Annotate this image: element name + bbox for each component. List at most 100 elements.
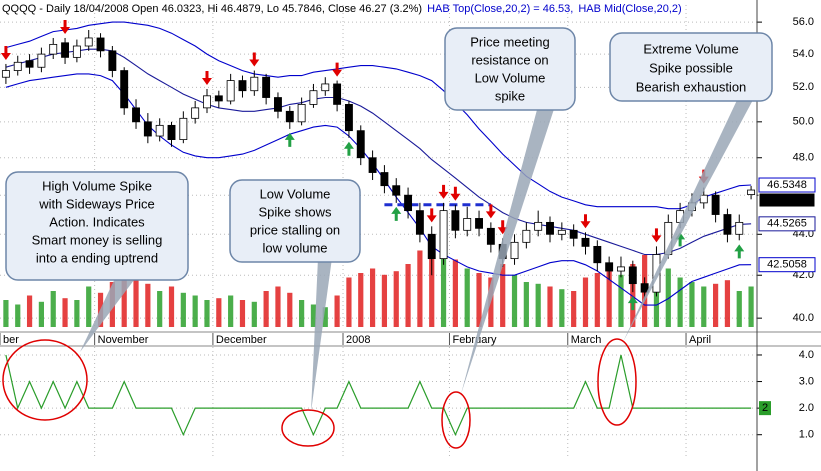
x-tick-label: April (689, 334, 711, 346)
volume-bar (452, 259, 458, 327)
candle-body (321, 83, 330, 92)
candle-body (155, 124, 164, 137)
candle-body (309, 90, 318, 105)
candle-body (475, 218, 483, 229)
buy-arrow (627, 296, 638, 311)
volume-bar (381, 274, 388, 327)
header-part: HAB Top(Close,20,2) = 46.53, (427, 3, 573, 15)
y-tick-label: 4.0 (799, 349, 814, 361)
sell-arrow (651, 228, 662, 243)
candle-body (569, 229, 578, 239)
candle-body (404, 194, 413, 212)
y-tick-label: 54.0 (793, 48, 814, 60)
x-tick-label: November (98, 334, 149, 346)
last-value-label: 46.27 (773, 194, 801, 206)
callout-tail (80, 272, 140, 352)
callout-text: Bearish exhaustion (636, 79, 747, 94)
y-tick-label: 3.0 (799, 375, 814, 387)
candle-body (120, 70, 129, 109)
candle-body (368, 157, 377, 173)
volume-bar (74, 300, 80, 327)
candle-body (262, 76, 271, 98)
candle-body (427, 233, 436, 260)
value-box (759, 401, 771, 416)
candle-body (132, 107, 140, 123)
candle-body (534, 221, 543, 231)
last-value-label: 44.5265 (767, 218, 807, 230)
candle-body (167, 124, 176, 141)
candle-body (297, 104, 306, 123)
callout-text: price stalling on (250, 222, 340, 237)
callout-text: into a ending uptrend (36, 250, 158, 265)
volume-bar (15, 304, 21, 327)
sell-arrow (249, 52, 260, 67)
y-tick-label: 52.0 (793, 81, 814, 93)
volume-bar (535, 283, 541, 327)
y-tick-label: 48.0 (793, 152, 814, 164)
volume-bar (665, 268, 671, 327)
volume-bar (736, 291, 742, 327)
callout-text: spike (495, 88, 525, 103)
indicator-line (5, 354, 752, 437)
sell-arrow (438, 184, 449, 199)
last-value-label: 46.5348 (767, 179, 807, 191)
band-line (5, 73, 752, 306)
candle-body (747, 189, 756, 195)
volume-bar (429, 241, 435, 327)
callout-tail (623, 98, 754, 342)
y-tick-label: 56.0 (793, 16, 814, 28)
volume-bar (630, 264, 636, 327)
candle-body (605, 262, 614, 272)
header-part: HAB Mid(Close,20,2) (578, 3, 681, 15)
volume-bar (523, 282, 529, 327)
volume-bar (287, 292, 293, 327)
volume-bar (748, 286, 754, 327)
candle-body (143, 121, 152, 137)
candle-body (699, 194, 708, 204)
candle-body (380, 172, 389, 187)
volume-bar (358, 273, 364, 327)
volume-bar (464, 268, 470, 327)
volume-bar (216, 298, 222, 327)
sell-arrow (201, 71, 212, 86)
sell-arrow (60, 19, 71, 34)
candle-body (108, 50, 117, 71)
last-value-label: 2 (762, 402, 768, 414)
candle-body (84, 37, 93, 47)
highlight-ellipse (2, 339, 88, 421)
candle-body (238, 80, 247, 92)
candle-body (226, 80, 235, 102)
band-line (5, 48, 752, 256)
highlight-ellipse (281, 409, 335, 447)
callout: Price meeting resistance on Low Volume s… (444, 27, 576, 111)
volume-bar (559, 289, 565, 327)
candle-body (191, 107, 200, 119)
volume-bar (582, 277, 589, 327)
callout-text: Action. Indicates (49, 214, 145, 229)
value-box (758, 216, 816, 232)
candle-body (214, 95, 223, 102)
candle-body (285, 110, 294, 123)
candle-body (96, 37, 105, 52)
callout-text: High Volume Spike (42, 178, 152, 193)
volume-bar (405, 264, 411, 327)
volume-bar (180, 292, 186, 327)
volume-bar (594, 273, 600, 327)
candle-body (333, 83, 342, 105)
x-tick-label: 2008 (346, 334, 370, 346)
last-value-label: 42.5058 (767, 259, 807, 271)
candle-body (49, 43, 58, 55)
candle-body (250, 76, 259, 92)
volume-bar (168, 286, 175, 327)
band-line (5, 21, 752, 210)
volume-bar (500, 264, 506, 327)
candle-body (61, 42, 70, 58)
candle-body (37, 53, 46, 68)
volume-bar (157, 291, 163, 327)
candle-body (628, 266, 637, 285)
volume-bar (3, 300, 9, 327)
volume-bar (547, 286, 553, 327)
value-box (758, 192, 816, 208)
